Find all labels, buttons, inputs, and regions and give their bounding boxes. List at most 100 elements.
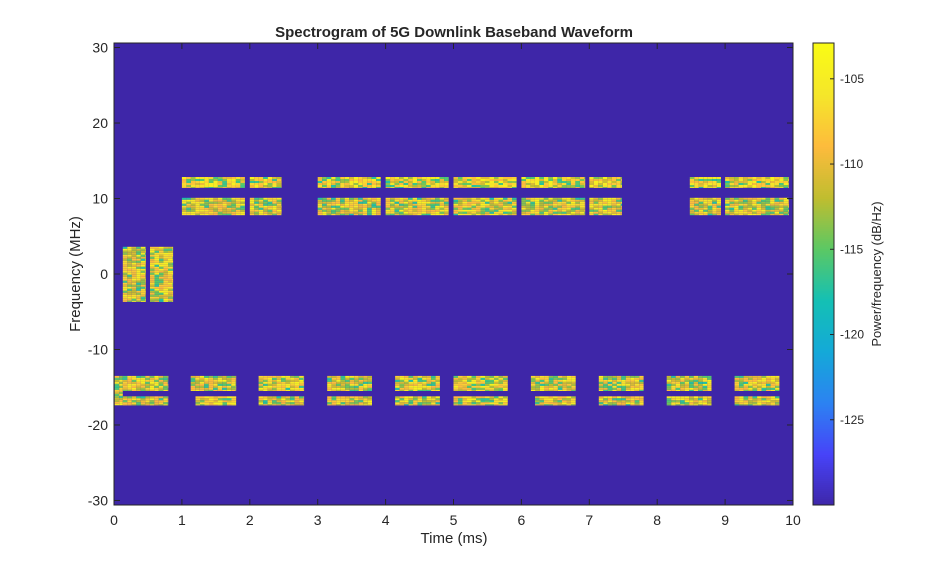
spectrogram-cell xyxy=(757,402,762,404)
spectrogram-cell xyxy=(680,376,685,378)
spectrogram-cell xyxy=(698,382,703,384)
spectrogram-cell xyxy=(472,177,477,179)
spectrogram-cell xyxy=(209,388,214,390)
spectrogram-cell xyxy=(707,376,711,378)
spectrogram-cell xyxy=(544,200,549,202)
spectrogram-cell xyxy=(413,402,418,404)
spectrogram-cell xyxy=(571,376,575,378)
spectrogram-cell xyxy=(150,384,155,386)
spectrogram-cell xyxy=(304,396,305,398)
spectrogram-cell xyxy=(195,214,200,215)
spectrogram-cell xyxy=(354,187,359,188)
spectrogram-cell xyxy=(752,200,757,202)
spectrogram-cell xyxy=(213,384,218,386)
spectrogram-cell xyxy=(589,200,594,202)
spectrogram-cell xyxy=(341,404,346,405)
spectrogram-cell xyxy=(145,388,150,390)
spectrogram-cell xyxy=(689,386,694,388)
spectrogram-cell xyxy=(512,202,517,204)
spectrogram-cell xyxy=(295,390,300,391)
spectrogram-cell xyxy=(295,382,300,384)
spectrogram-cell xyxy=(227,400,232,402)
spectrogram-cell xyxy=(145,261,146,263)
spectrogram-cell xyxy=(422,396,427,398)
spectrogram-cell xyxy=(481,198,486,200)
spectrogram-cell xyxy=(485,404,490,405)
spectrogram-cell xyxy=(182,187,187,188)
spectrogram-cell xyxy=(191,181,196,183)
spectrogram-cell xyxy=(788,208,789,210)
spectrogram-cell xyxy=(748,390,753,391)
spectrogram-cell xyxy=(608,378,613,380)
spectrogram-cell xyxy=(413,388,418,390)
spectrogram-cell xyxy=(123,400,128,402)
spectrogram-cell xyxy=(418,404,423,405)
spectrogram-cell xyxy=(612,396,617,398)
spectrogram-cell xyxy=(739,386,744,388)
spectrogram-cell xyxy=(539,185,544,187)
spectrogram-cell xyxy=(730,181,735,183)
spectrogram-cell xyxy=(173,283,174,285)
spectrogram-cell xyxy=(376,204,381,206)
spectrogram-cell xyxy=(589,177,594,179)
spectral-block xyxy=(690,198,721,215)
spectrogram-cell xyxy=(499,187,504,188)
spectrogram-cell xyxy=(512,206,517,208)
spectrogram-cell xyxy=(463,177,468,179)
spectrogram-cell xyxy=(236,206,241,208)
spectrogram-cell xyxy=(584,200,585,202)
spectrogram-cell xyxy=(222,187,227,188)
x-tick-label: 7 xyxy=(585,512,593,528)
spectrogram-cell xyxy=(168,281,173,283)
spectrogram-cell xyxy=(336,179,341,181)
colorbar-segment xyxy=(813,469,834,471)
spectrogram-cell xyxy=(616,177,621,179)
spectrogram-cell xyxy=(327,204,332,206)
spectrogram-cell xyxy=(132,283,137,285)
spectrogram-cell xyxy=(418,398,423,400)
spectrogram-cell xyxy=(154,382,159,384)
spectrogram-cell xyxy=(694,380,699,382)
spectrogram-cell xyxy=(127,388,132,390)
spectrogram-cell xyxy=(485,390,490,391)
spectrogram-cell xyxy=(345,183,350,185)
spectrogram-cell xyxy=(409,398,414,400)
spectrogram-cell xyxy=(404,177,409,179)
spectrogram-cell xyxy=(155,283,160,285)
spectrogram-cell xyxy=(205,400,210,402)
spectrogram-cell xyxy=(436,378,440,380)
colorbar-segment xyxy=(813,409,834,411)
spectrogram-cell xyxy=(481,187,486,188)
spectrogram-cell xyxy=(494,376,499,378)
spectrogram-cell xyxy=(607,177,612,179)
spectrogram-cell xyxy=(472,214,477,215)
spectrogram-cell xyxy=(141,289,146,291)
spectrogram-cell xyxy=(621,187,622,188)
spectrogram-cell xyxy=(539,200,544,202)
spectrogram-cell xyxy=(748,181,753,183)
spectrogram-cell xyxy=(476,202,481,204)
spectrogram-cell xyxy=(223,402,228,404)
spectrogram-cell xyxy=(603,388,608,390)
spectrogram-cell xyxy=(168,269,173,271)
spectrogram-cell xyxy=(599,388,604,390)
spectrogram-cell xyxy=(743,200,748,202)
spectrogram-cell xyxy=(168,285,173,287)
spectrogram-cell xyxy=(458,380,463,382)
spectrogram-cell xyxy=(639,400,643,402)
spectrogram-cell xyxy=(173,289,174,291)
spectrogram-cell xyxy=(286,398,291,400)
spectrogram-cell xyxy=(209,396,214,398)
spectrogram-cell xyxy=(272,214,277,215)
spectrogram-cell xyxy=(422,198,427,200)
spectrogram-cell xyxy=(227,376,232,378)
spectrogram-cell xyxy=(494,384,499,386)
spectrogram-cell xyxy=(132,400,137,402)
spectrogram-cell xyxy=(766,402,771,404)
spectrogram-cell xyxy=(535,380,540,382)
spectrogram-cell xyxy=(318,204,323,206)
spectrogram-cell xyxy=(173,251,174,253)
spectrogram-cell xyxy=(363,386,368,388)
spectrogram-cell xyxy=(630,376,635,378)
spectrogram-cell xyxy=(155,285,160,287)
